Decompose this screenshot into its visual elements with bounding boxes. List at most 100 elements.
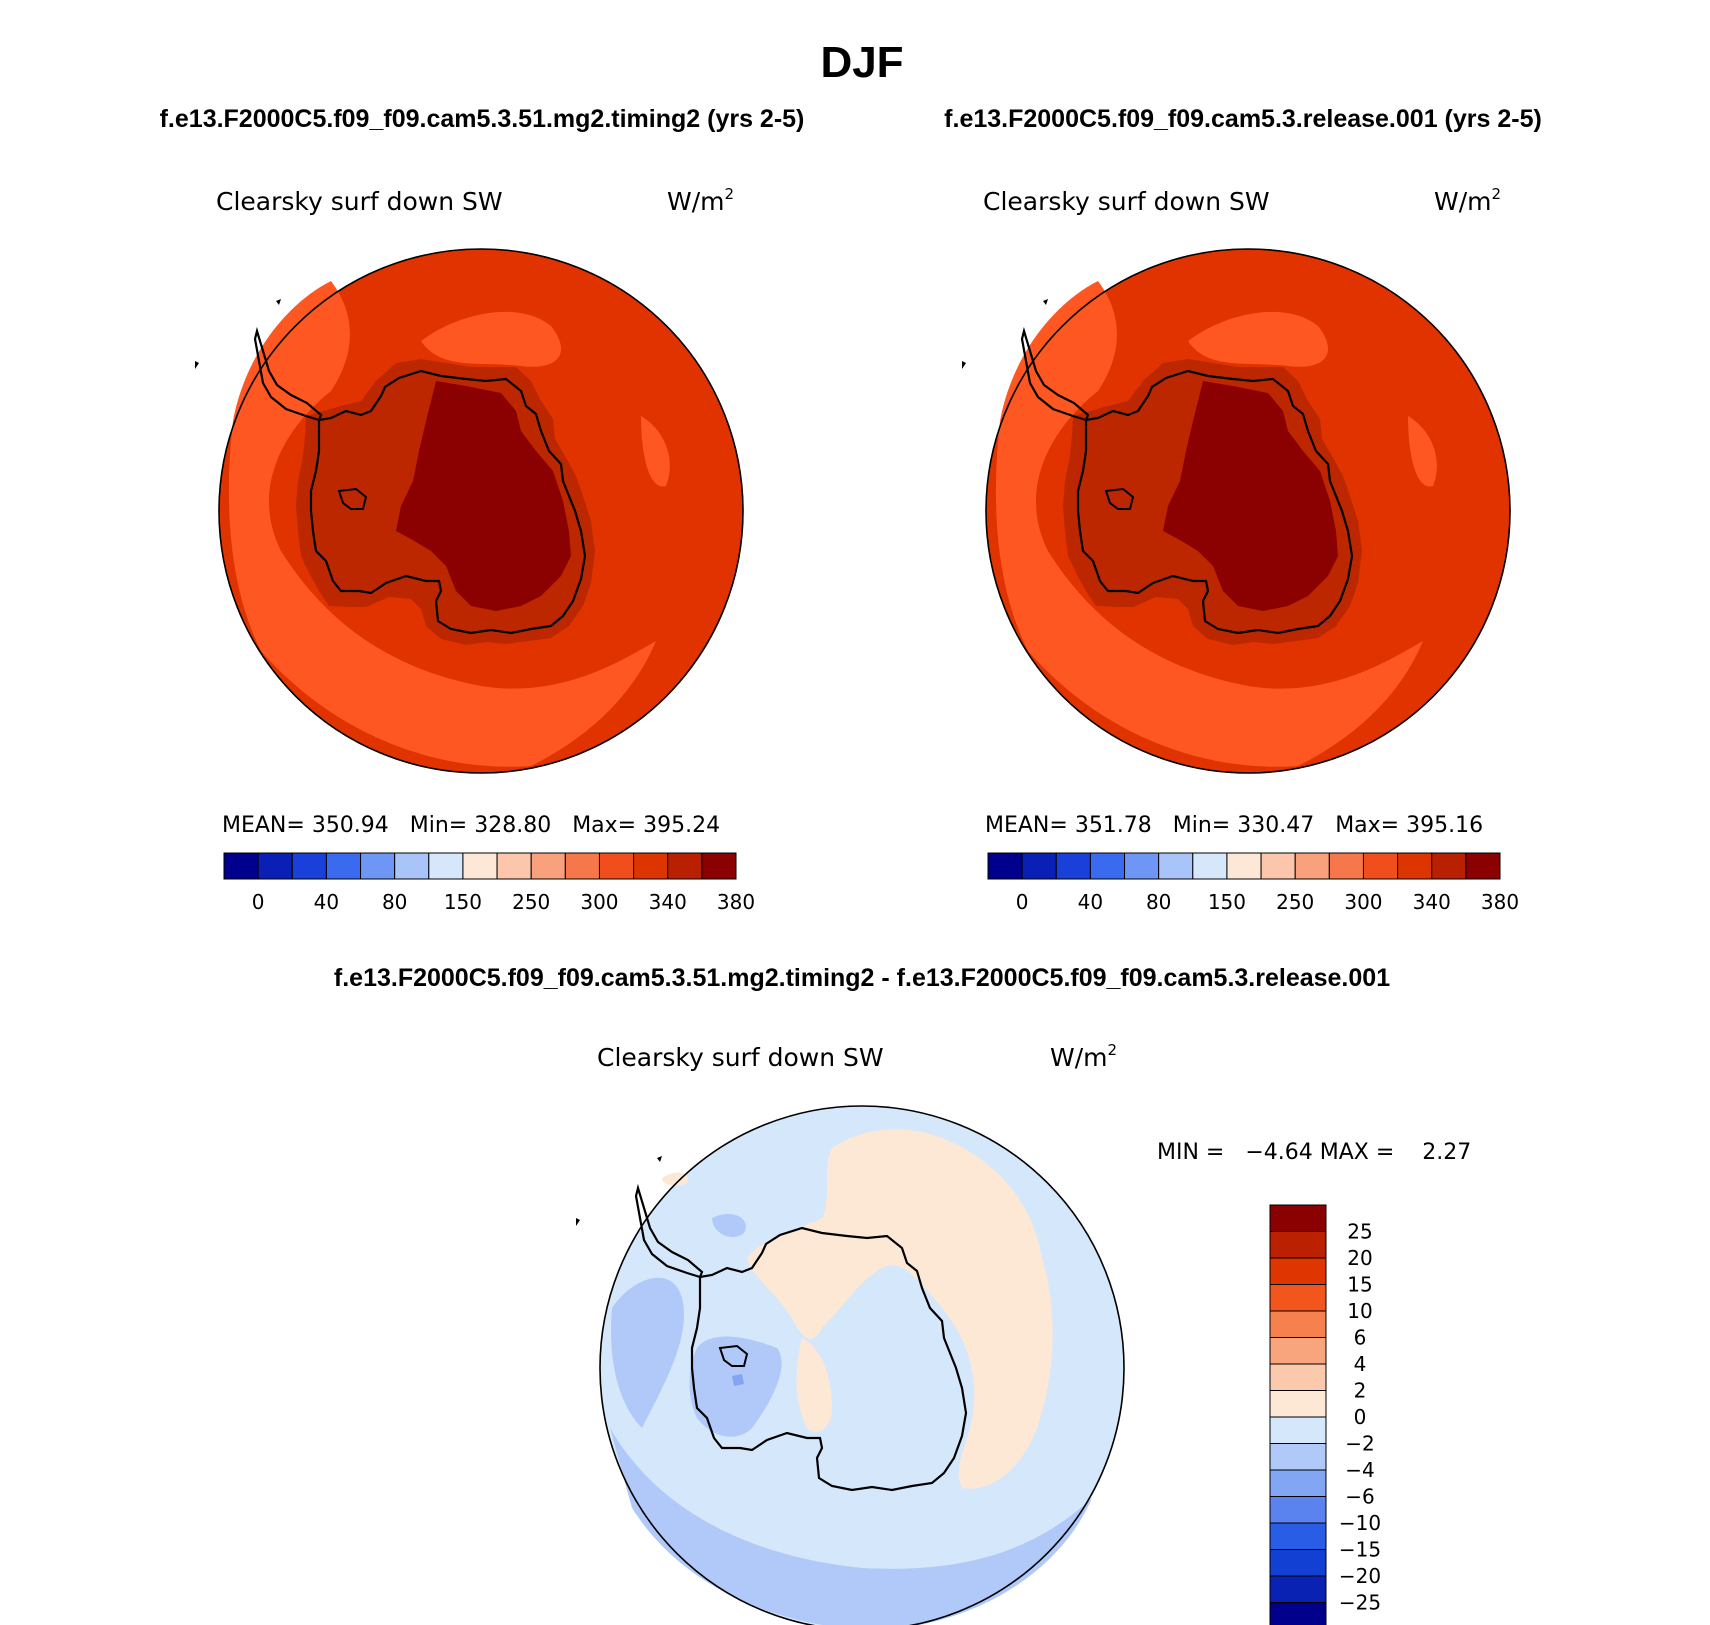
colorbar-tick-label: 80: [1146, 890, 1171, 914]
map-fill-interior: [1163, 381, 1338, 611]
colorbar-swatch: [633, 852, 669, 880]
map-fill-negative-band: [610, 1428, 1092, 1625]
island-mark: [962, 361, 966, 369]
map-fill-sea-light: [228, 281, 656, 767]
colorbar-swatch: [1269, 1204, 1327, 1232]
colorbar-tick-label: 340: [1413, 890, 1451, 914]
map-fill-sea-patch: [641, 416, 670, 487]
map-fill-negative-west: [611, 1277, 684, 1428]
colorbar-swatch: [1269, 1257, 1327, 1285]
colorbar-tick-label: −2: [1345, 1432, 1374, 1456]
colorbar-swatch: [1269, 1443, 1327, 1471]
colorbar-tick-label: 25: [1347, 1220, 1372, 1244]
variable-label: Clearsky surf down SW: [983, 187, 1270, 216]
polar-map: [195, 248, 744, 774]
colorbar-tick-label: 80: [382, 890, 407, 914]
minmax-text: MIN = −4.64 MAX = 2.27: [1157, 1140, 1471, 1165]
map-fill-negative-strong: [732, 1374, 744, 1386]
units-sup: 2: [1108, 1041, 1118, 1059]
map-fill-sea-patch: [421, 311, 561, 367]
map-fill-negative-bay: [689, 1336, 782, 1437]
colorbar-swatch: [667, 852, 703, 880]
colorbar-swatch: [530, 852, 566, 880]
colorbar-swatch: [1269, 1284, 1327, 1312]
colorbar-swatch: [496, 852, 532, 880]
map-fill-sea-patch: [1408, 416, 1437, 487]
map-fill-sea-light: [995, 281, 1423, 767]
colorbar-swatch: [1021, 852, 1057, 880]
colorbar-tick-label: 0: [1016, 890, 1029, 914]
map-border: [985, 248, 1511, 774]
colorbar-tick-label: 0: [252, 890, 265, 914]
colorbar-swatch: [1226, 852, 1262, 880]
colorbar-swatch: [1260, 852, 1296, 880]
colorbar-swatch: [1269, 1575, 1327, 1603]
colorbar-tick-label: −6: [1345, 1485, 1374, 1509]
panel-right: Clearsky surf down SW W/m2 MEAN= 351.78 …: [962, 185, 1519, 914]
colorbar-swatch: [1192, 852, 1228, 880]
colorbar-tick-label: 6: [1354, 1326, 1367, 1350]
colorbar-swatch: [1269, 1390, 1327, 1418]
colorbar: 0 40 80 150 250 300 340 380: [223, 852, 755, 914]
colorbar-tick-label: 300: [580, 890, 618, 914]
colorbar-swatch: [1269, 1310, 1327, 1338]
colorbar-swatch: [598, 852, 635, 880]
map-fill-positive: [747, 1129, 1053, 1489]
colorbar-swatch: [1269, 1496, 1327, 1524]
island-mark: [195, 361, 199, 369]
colorbar-tick-label: 15: [1347, 1273, 1372, 1297]
colorbar-swatch: [1269, 1469, 1327, 1497]
colorbar-swatch: [1089, 852, 1126, 880]
colorbar-tick-label: 380: [717, 890, 755, 914]
variable-label: Clearsky surf down SW: [216, 187, 503, 216]
colorbar-tick-label: −15: [1339, 1538, 1381, 1562]
colorbar-swatch: [428, 852, 464, 880]
island-mark: [1043, 299, 1048, 305]
island-mark: [276, 299, 281, 305]
units-label: W/m2: [1050, 1041, 1117, 1072]
units-text: W/m: [1050, 1043, 1108, 1072]
colorbar-tick-label: 40: [314, 890, 339, 914]
colorbar-swatch: [325, 852, 362, 880]
colorbar-swatch: [1269, 1549, 1327, 1577]
colorbar-tick-label: 380: [1481, 890, 1519, 914]
colorbar-tick-label: −20: [1339, 1564, 1381, 1588]
diff-title: f.e13.F2000C5.f09_f09.cam5.3.51.mg2.timi…: [334, 964, 1390, 992]
colorbar-swatch: [987, 852, 1023, 880]
colorbar-swatch: [1328, 852, 1364, 880]
variable-label: Clearsky surf down SW: [597, 1043, 884, 1072]
colorbar-swatch: [360, 852, 396, 880]
colorbar-tick-label: 10: [1347, 1299, 1372, 1323]
map-fill-sea-patch: [1188, 311, 1328, 367]
colorbar-swatch: [1431, 852, 1467, 880]
units-sup: 2: [1492, 185, 1502, 203]
colorbar-swatch: [1269, 1416, 1327, 1444]
units-label: W/m2: [667, 185, 734, 216]
island-mark: [576, 1218, 580, 1226]
island-mark: [657, 1156, 662, 1162]
colorbar-swatch: [462, 852, 498, 880]
polar-map: [962, 248, 1511, 774]
map-border: [218, 248, 744, 774]
polar-map: [576, 1105, 1125, 1625]
colorbar-tick-label: 250: [1276, 890, 1314, 914]
colorbar-swatch: [1362, 852, 1399, 880]
ice-shelf-outline: [1104, 487, 1135, 510]
colorbar-swatch: [1465, 852, 1501, 880]
colorbar-swatch: [1269, 1231, 1327, 1259]
colorbar-swatch: [291, 852, 327, 880]
colorbar-tick-label: 250: [512, 890, 550, 914]
colorbar-swatch: [1269, 1522, 1327, 1550]
colorbar-tick-label: 150: [444, 890, 482, 914]
colorbar-swatch: [394, 852, 430, 880]
colorbar-swatch: [701, 852, 737, 880]
map-fill-negative-patch: [712, 1213, 746, 1238]
colorbar-tick-label: −4: [1345, 1458, 1374, 1482]
map-fill-positive-tongue: [796, 1338, 832, 1432]
colorbar-swatch: [1158, 852, 1194, 880]
colorbar-tick-label: −10: [1339, 1511, 1381, 1535]
colorbar-tick-label: 0: [1354, 1405, 1367, 1429]
colorbar-swatch: [223, 852, 259, 880]
colorbar-swatch: [1269, 1363, 1327, 1391]
